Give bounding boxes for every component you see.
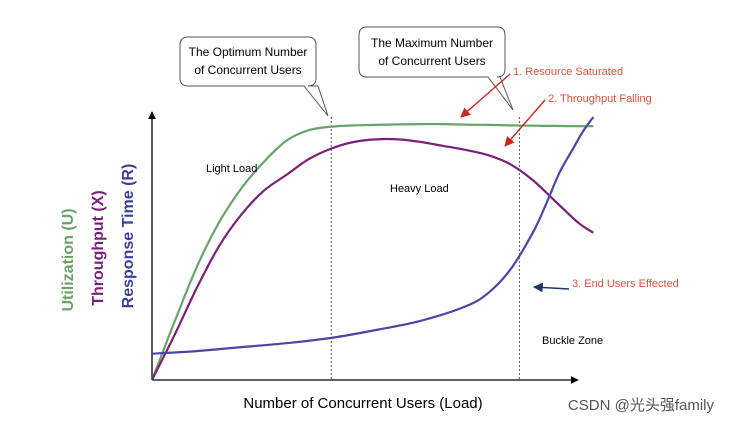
annotation-arrow-throughput-falling bbox=[504, 99, 546, 147]
callout-maximum: The Maximum Number of Concurrent Users bbox=[358, 26, 514, 111]
series-line-utilization bbox=[150, 122, 594, 381]
callout-optimum: The Optimum Number of Concurrent Users bbox=[179, 36, 329, 117]
annotation-end-users-effected: 3. End Users Effected bbox=[572, 278, 679, 290]
annotation-resource-saturated: 1. Resource Saturated bbox=[513, 66, 623, 78]
watermark: CSDN @光头强family bbox=[568, 397, 715, 414]
callout-maximum-line-2: of Concurrent Users bbox=[378, 54, 485, 68]
callout-maximum-line-1: The Maximum Number bbox=[371, 36, 493, 50]
annotation-arrow-end-users-effected bbox=[533, 282, 570, 293]
annotation-throughput-falling: 2. Throughput Falling bbox=[548, 93, 652, 105]
callout-optimum-bubble bbox=[179, 36, 329, 117]
callout-optimum-line-1: The Optimum Number bbox=[189, 45, 308, 59]
zone-label-light-load: Light Load bbox=[206, 163, 257, 175]
callout-maximum-bubble bbox=[358, 26, 514, 111]
annotation-arrow-resource-saturated bbox=[460, 73, 511, 118]
x-axis-label: Number of Concurrent Users (Load) bbox=[243, 395, 482, 412]
series-line-throughput bbox=[151, 137, 594, 381]
y-axis-label-utilization: Utilization (U) bbox=[60, 208, 77, 311]
y-axis-label-response-time: Response Time (R) bbox=[120, 164, 137, 309]
y-axis-label-throughput: Throughput (X) bbox=[90, 190, 107, 306]
zone-label-heavy-load: Heavy Load bbox=[390, 183, 449, 195]
series-line-response-time bbox=[151, 116, 595, 355]
callout-optimum-line-2: of Concurrent Users bbox=[194, 63, 301, 77]
zone-label-buckle-zone: Buckle Zone bbox=[542, 335, 603, 347]
